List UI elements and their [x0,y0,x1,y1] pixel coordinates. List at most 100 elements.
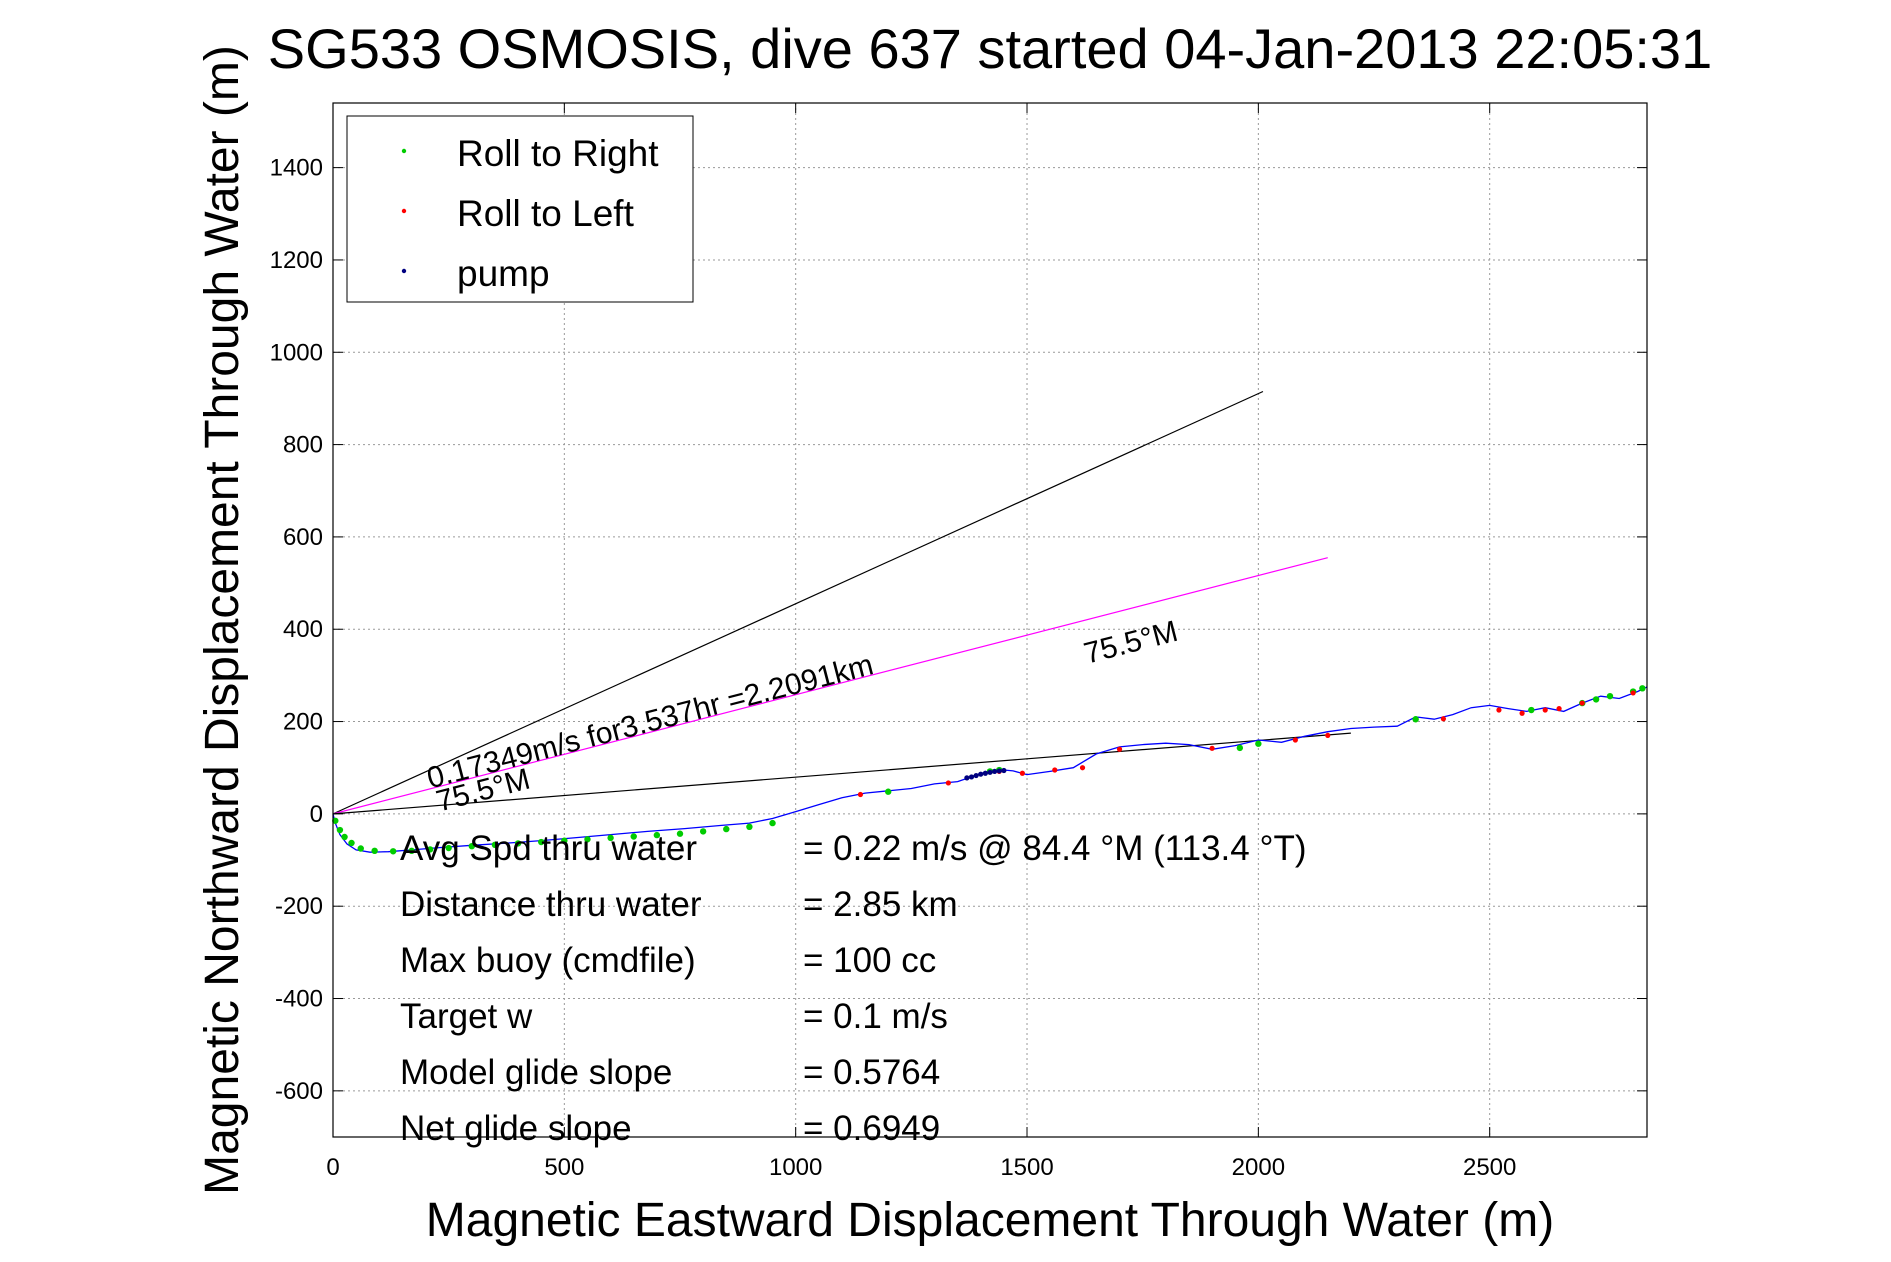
roll-left-point [1019,770,1025,776]
y-axis-label: Magnetic Northward Displacement Through … [196,45,249,1195]
legend-label: Roll to Right [457,133,659,174]
x-tick-label: 1500 [1000,1154,1053,1181]
stats-label: Max buoy (cmdfile) [400,941,696,980]
roll-right-point [1592,696,1600,703]
chart-title: SG533 OSMOSIS, dive 637 started 04-Jan-2… [268,17,1712,80]
legend: Roll to Right Roll to Left pump [346,115,694,303]
stats-value: = 0.5764 [803,1053,940,1092]
y-tick-label: 1000 [270,339,323,366]
roll-right-point [769,819,776,827]
y-tick-label: 800 [283,432,323,459]
roll-right-point [607,834,614,842]
x-tick-label: 2500 [1463,1154,1516,1181]
legend-label: Roll to Left [457,193,635,234]
reference-line-black-lower [332,732,1351,815]
stats-label: Distance thru water [400,885,702,924]
stats-value: = 0.6949 [803,1109,940,1148]
roll-right-point [699,828,707,835]
legend-marker [401,268,407,274]
roll-left-point [1542,707,1548,713]
plot-frame [332,102,1648,1138]
roll-right-point [514,840,522,847]
pump-point [964,775,970,781]
roll-right-point [676,830,684,837]
x-tick-label: 500 [544,1154,584,1181]
x-axis-label: Magnetic Eastward Displacement Through W… [426,1194,1554,1247]
y-tick-label: -600 [275,1078,323,1105]
y-tick-label: 0 [310,801,323,828]
x-tick-label: 1000 [769,1154,822,1181]
roll-left-point [1579,700,1585,706]
pump-point [973,772,979,779]
roll-right-point [426,846,434,853]
roll-right-point [1236,744,1244,752]
pump-point [978,771,984,777]
stats-value: = 2.85 km [803,885,958,924]
roll-right-point [1606,692,1614,700]
roll-left-point [1519,710,1525,716]
roll-right-point [561,837,568,844]
pump-point [987,769,993,775]
roll-right-point [357,845,364,852]
pump-point [996,768,1002,774]
roll-right-point [538,838,545,846]
roll-right-point [653,831,661,839]
pump-point [1001,767,1007,774]
roll-right-point [389,848,397,855]
stats-block: Avg Spd thru water = 0.22 m/s @ 84.4 °M (… [400,829,1306,1148]
y-tick-label: 400 [283,616,323,643]
y-tick-label: 1200 [270,247,323,274]
roll-left-point [1496,707,1502,713]
roll-left-point [1209,745,1215,751]
stats-label: Avg Spd thru water [400,829,697,868]
roll-left-point [1116,746,1123,752]
stats-value: = 0.22 m/s @ 84.4 °M (113.4 °T) [803,829,1306,868]
y-tick-label: 1400 [270,155,323,182]
roll-right-point [1528,706,1535,714]
roll-right-point [1255,740,1262,747]
roll-left-point [1292,737,1298,743]
pump-point [982,770,988,776]
roll-right-point [746,823,753,830]
roll-right-point [1639,685,1646,692]
roll-right-point [630,833,637,840]
reference-line-magenta [332,557,1328,815]
stats-label: Model glide slope [400,1053,672,1092]
pump-point [992,768,998,775]
roll-right-point [491,841,499,849]
roll-right-point [445,844,452,852]
stats-label: Net glide slope [400,1109,632,1148]
roll-left-point [1630,690,1636,696]
roll-left-point [857,791,864,798]
roll-right-point [341,833,348,841]
roll-right-point [723,825,730,833]
y-tick-label: -400 [275,986,323,1013]
roll-left-point [1079,765,1086,771]
stats-value: = 100 cc [803,941,936,980]
roll-right-point [468,842,476,850]
roll-left-point [1556,706,1562,712]
legend-label: pump [457,253,550,294]
roll-left-point [1052,767,1058,773]
roll-left-point [945,780,951,786]
roll-right-point [408,847,415,855]
reference-line-black-upper [332,390,1264,815]
roll-left-point [1325,732,1331,739]
y-tick-label: 200 [283,709,323,736]
axis-ticks: 0 500 1000 1500 2000 2500 -600 -400 -200 0 200 400 6… [270,103,1647,1181]
x-tick-label: 2000 [1232,1154,1285,1181]
reference-lines [332,390,1351,815]
stats-value: = 0.1 m/s [803,997,948,1036]
roll-left-point [1440,716,1447,722]
stats-label: Target w [400,997,533,1036]
grid-lines [333,103,1647,1137]
x-tick-label: 0 [326,1154,339,1181]
pump-point [968,774,975,780]
roll-right-point [885,788,892,795]
roll-right-point [332,817,339,824]
roll-right-point [584,836,591,843]
roll-right-point [348,839,355,847]
roll-right-point [371,847,378,855]
y-tick-label: 600 [283,524,323,551]
